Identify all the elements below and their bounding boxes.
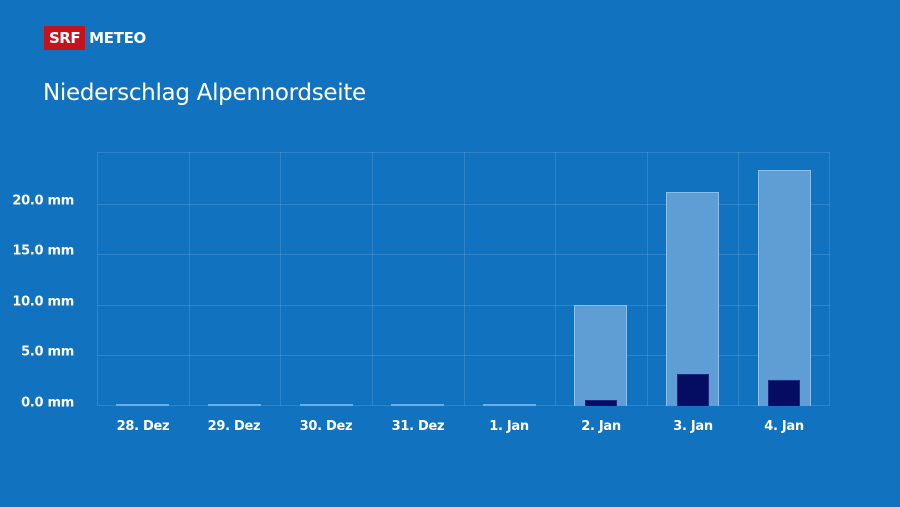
y-axis-label: 0.0 mm	[21, 395, 74, 411]
srf-meteo-logo: SRF METEO	[44, 26, 146, 50]
gridline-vertical	[464, 152, 465, 406]
bar-zero-line	[483, 404, 536, 406]
gridline-vertical	[647, 152, 648, 406]
x-axis-label: 29. Dez	[207, 419, 261, 434]
gridline-horizontal	[97, 355, 830, 356]
gridline-vertical	[372, 152, 373, 406]
chart-title: Niederschlag Alpennordseite	[43, 80, 366, 106]
bar-zero-line	[208, 404, 261, 406]
x-axis-label: 4. Jan	[764, 419, 804, 434]
x-axis-label: 30. Dez	[299, 419, 353, 434]
x-axis-label: 31. Dez	[391, 419, 445, 434]
bar-lower	[677, 374, 709, 406]
bar-total	[758, 170, 811, 406]
gridline-vertical	[189, 152, 190, 406]
bar-zero-line	[391, 404, 444, 406]
gridline-horizontal	[97, 305, 830, 306]
gridline-vertical	[738, 152, 739, 406]
bar-zero-line	[116, 404, 169, 406]
y-axis-label: 15.0 mm	[12, 243, 74, 259]
meteo-logo-text: METEO	[89, 29, 147, 47]
x-axis-label: 2. Jan	[581, 419, 621, 434]
bar-lower	[768, 380, 800, 406]
plot-area	[97, 152, 830, 406]
bar-zero-line	[300, 404, 353, 406]
gridline-horizontal	[97, 254, 830, 255]
x-axis-label: 28. Dez	[116, 419, 170, 434]
bar-lower	[585, 400, 617, 406]
bar-total	[574, 305, 627, 406]
gridline-vertical	[280, 152, 281, 406]
srf-logo-mark: SRF	[44, 26, 86, 50]
gridline-vertical	[555, 152, 556, 406]
y-axis-label: 10.0 mm	[12, 294, 74, 310]
x-axis-label: 1. Jan	[489, 419, 529, 434]
y-axis-label: 20.0 mm	[12, 193, 74, 209]
x-axis-label: 3. Jan	[673, 419, 713, 434]
gridline-horizontal	[97, 204, 830, 205]
y-axis-label: 5.0 mm	[21, 344, 74, 360]
bar-total	[666, 192, 719, 406]
